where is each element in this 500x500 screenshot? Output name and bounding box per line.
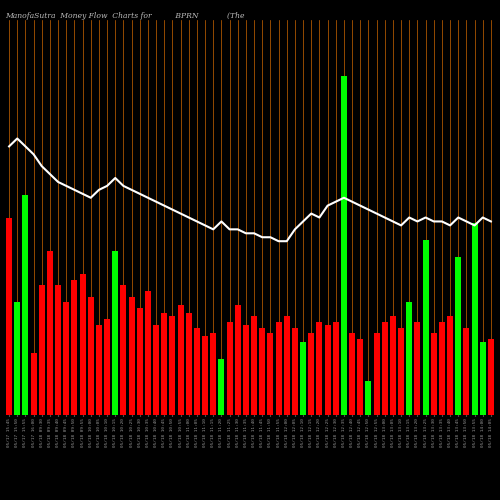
- Bar: [153, 324, 159, 415]
- Bar: [226, 322, 232, 415]
- Bar: [112, 252, 118, 415]
- Bar: [382, 322, 388, 415]
- Bar: [47, 252, 53, 415]
- Bar: [398, 328, 404, 415]
- Bar: [422, 240, 428, 415]
- Bar: [324, 324, 330, 415]
- Bar: [55, 285, 61, 415]
- Bar: [447, 316, 453, 415]
- Bar: [276, 322, 281, 415]
- Bar: [30, 353, 36, 415]
- Bar: [292, 328, 298, 415]
- Bar: [72, 280, 78, 415]
- Bar: [96, 324, 102, 415]
- Bar: [104, 319, 110, 415]
- Bar: [137, 308, 142, 415]
- Bar: [260, 328, 265, 415]
- Bar: [145, 291, 151, 415]
- Bar: [6, 398, 12, 415]
- Bar: [488, 339, 494, 415]
- Bar: [39, 285, 44, 415]
- Bar: [341, 76, 347, 415]
- Bar: [22, 195, 28, 415]
- Bar: [128, 296, 134, 415]
- Bar: [14, 302, 20, 415]
- Bar: [80, 274, 86, 415]
- Bar: [456, 257, 461, 415]
- Bar: [316, 322, 322, 415]
- Bar: [406, 302, 412, 415]
- Bar: [366, 381, 372, 415]
- Bar: [178, 305, 184, 415]
- Bar: [431, 333, 436, 415]
- Bar: [480, 342, 486, 415]
- Bar: [194, 328, 200, 415]
- Bar: [235, 305, 240, 415]
- Bar: [390, 316, 396, 415]
- Bar: [64, 302, 69, 415]
- Bar: [268, 333, 274, 415]
- Bar: [358, 339, 363, 415]
- Bar: [333, 322, 338, 415]
- Bar: [464, 328, 469, 415]
- Bar: [439, 322, 445, 415]
- Bar: [349, 333, 355, 415]
- Bar: [251, 316, 257, 415]
- Bar: [284, 316, 290, 415]
- Bar: [120, 285, 126, 415]
- Bar: [414, 322, 420, 415]
- Bar: [374, 333, 380, 415]
- Bar: [162, 314, 167, 415]
- Bar: [170, 316, 175, 415]
- Bar: [243, 324, 249, 415]
- Bar: [210, 333, 216, 415]
- Bar: [88, 296, 94, 415]
- Bar: [300, 342, 306, 415]
- Bar: [472, 223, 478, 415]
- Text: ManofaSutra  Money Flow  Charts for          BPRN            (The: ManofaSutra Money Flow Charts for BPRN (…: [5, 12, 244, 20]
- Bar: [186, 314, 192, 415]
- Bar: [308, 333, 314, 415]
- Bar: [202, 336, 208, 415]
- Bar: [218, 358, 224, 415]
- Bar: [6, 218, 12, 415]
